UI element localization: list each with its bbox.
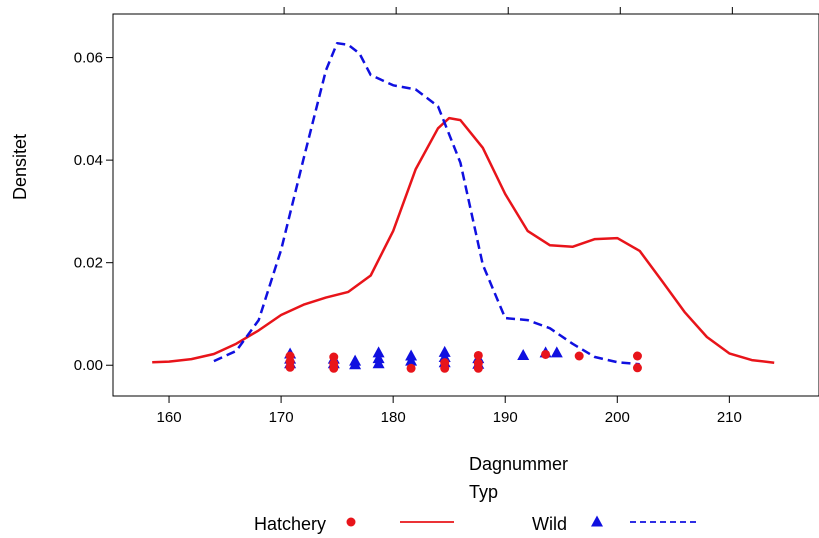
- density-line-hatchery: [152, 116, 775, 364]
- x-tick-label-180: 180: [381, 409, 406, 426]
- hatchery-rug-point-12: [541, 349, 551, 359]
- hatchery-rug-point-13: [574, 351, 584, 361]
- legend-marker-hatchery: [346, 517, 356, 527]
- legend-label-hatchery: Hatchery: [254, 514, 326, 534]
- wild-rug-point-6: [349, 358, 362, 370]
- x-tick-label-160: 160: [157, 409, 182, 426]
- plot-frame: [112, 13, 819, 397]
- hatchery-rug-point-2: [285, 362, 295, 372]
- y-tick-label-2: 0.04: [74, 152, 103, 169]
- x-tick-label-170: 170: [269, 409, 294, 426]
- wild-rug-point-9: [372, 357, 385, 369]
- legend: Hatchery Wild: [254, 514, 700, 534]
- y-tick-label-0: 0.00: [74, 357, 103, 374]
- x-tick-label-200: 200: [605, 409, 630, 426]
- hatchery-rug-point-15: [632, 363, 642, 373]
- hatchery-rug-point-8: [440, 363, 450, 373]
- wild-rug-point-11: [405, 354, 418, 366]
- x-tick-label-190: 190: [493, 409, 518, 426]
- hatchery-rug-point-3: [329, 352, 339, 362]
- x-axis-title: Dagnummer: [469, 454, 568, 474]
- hatchery-rug-point-9: [473, 350, 483, 360]
- legend-label-wild: Wild: [532, 514, 567, 534]
- hatchery-rug-point-5: [329, 363, 339, 373]
- y-axis-title: Densitet: [10, 134, 30, 200]
- legend-marker-wild: [591, 515, 603, 527]
- hatchery-rug-point-11: [473, 363, 483, 373]
- hatchery-rug-point-14: [632, 351, 642, 361]
- legend-title: Typ: [469, 482, 498, 502]
- y-tick-label-3: 0.06: [74, 50, 103, 67]
- wild-rug-point-19: [550, 346, 563, 358]
- x-tick-label-210: 210: [717, 409, 742, 426]
- y-tick-label-1: 0.02: [74, 255, 103, 272]
- hatchery-rug-point-6: [406, 363, 416, 373]
- density-line-wild: [213, 41, 640, 366]
- wild-rug-point-17: [517, 349, 530, 360]
- wild-rug-point-7: [372, 346, 385, 358]
